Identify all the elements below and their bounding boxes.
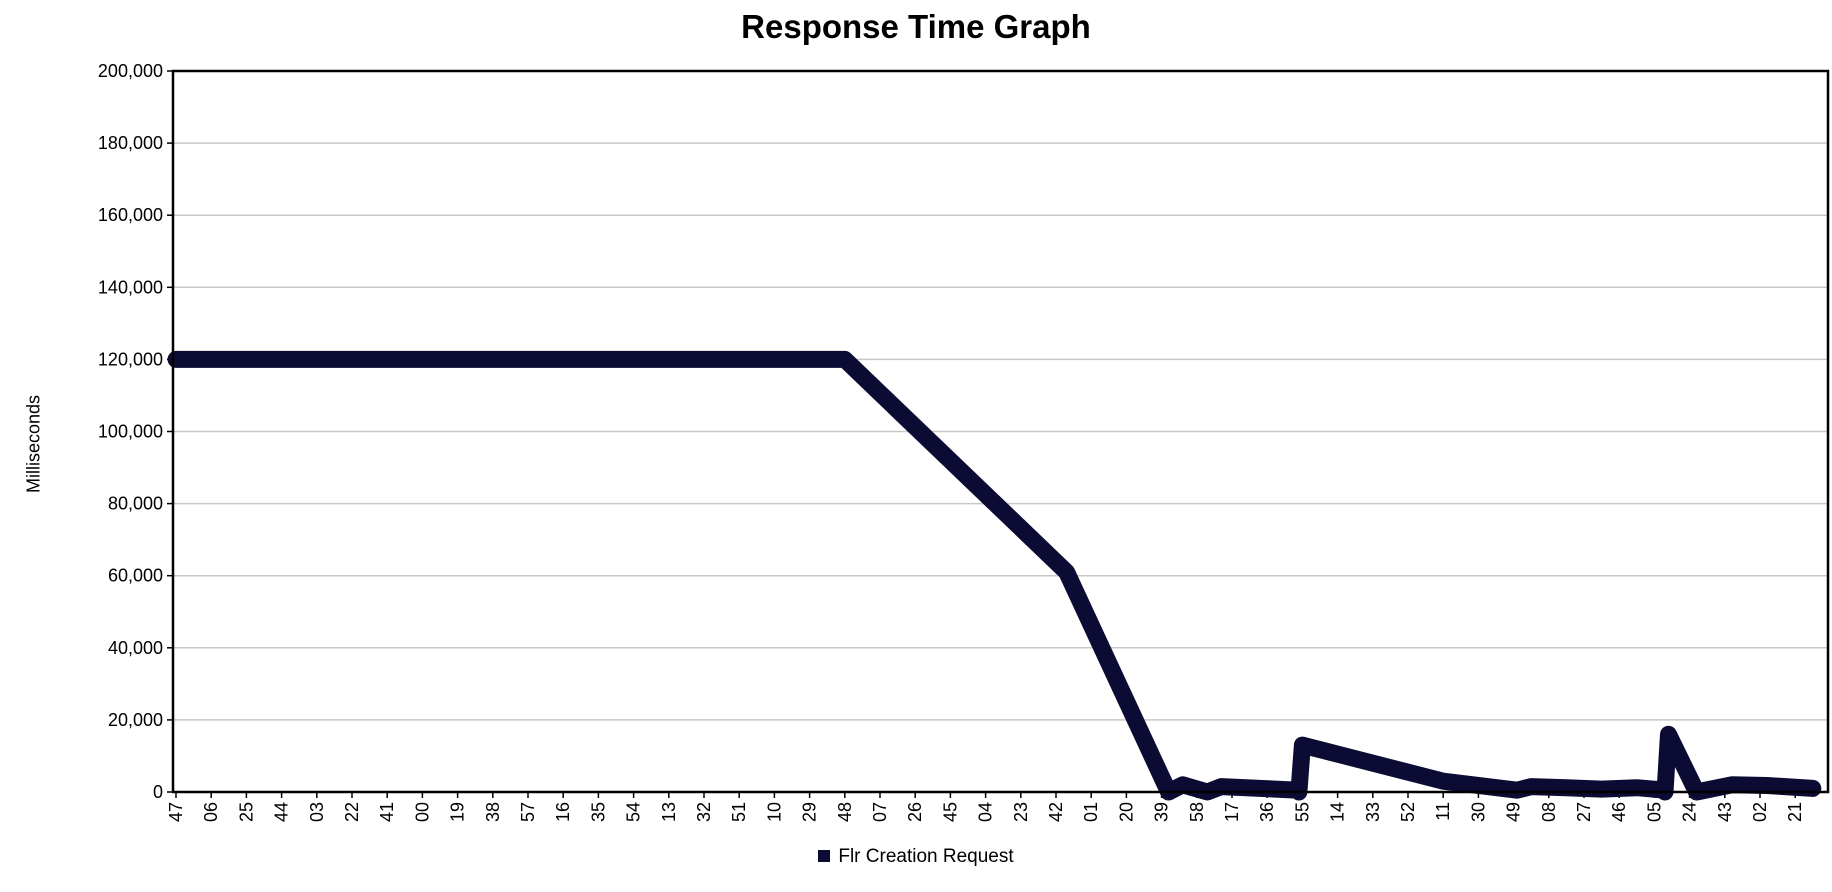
x-tick-label: 22	[342, 802, 362, 822]
x-tick-label: 32	[694, 802, 714, 822]
data-point	[1063, 569, 1070, 576]
y-tick-label: 180,000	[98, 133, 163, 153]
x-tick-label: 47	[166, 802, 186, 822]
y-tick-label: 20,000	[108, 710, 163, 730]
x-tick-label: 07	[870, 802, 890, 822]
data-point	[1299, 742, 1306, 749]
x-tick-label: 21	[1785, 802, 1805, 822]
x-tick-label: 39	[1152, 802, 1172, 822]
x-tick-label: 17	[1222, 802, 1242, 822]
x-tick-label: 05	[1644, 802, 1664, 822]
legend: Flr Creation Request	[0, 846, 1832, 868]
x-tick-label: 08	[1539, 802, 1559, 822]
data-point	[1633, 784, 1640, 791]
x-tick-label: 38	[483, 802, 503, 822]
x-tick-label: 20	[1116, 802, 1136, 822]
x-tick-label: 24	[1680, 802, 1700, 822]
legend-label: Flr Creation Request	[838, 846, 1014, 867]
x-axis-ticks: 47 06 25 44 03 22 41 00 19 38 57 16 35 54 13 32 51 10 29 48…	[166, 792, 1805, 822]
data-point	[1528, 783, 1535, 790]
x-tick-label: 51	[729, 802, 749, 822]
data-point	[1218, 783, 1225, 790]
x-tick-label: 44	[272, 802, 292, 822]
x-tick-label: 13	[659, 802, 679, 822]
x-tick-label: 41	[377, 802, 397, 822]
y-tick-label: 100,000	[98, 422, 163, 442]
x-tick-label: 43	[1715, 802, 1735, 822]
data-point	[1728, 781, 1735, 788]
x-tick-label: 35	[588, 802, 608, 822]
x-tick-label: 49	[1504, 802, 1524, 822]
x-tick-label: 19	[448, 802, 468, 822]
x-tick-label: 55	[1292, 802, 1312, 822]
y-tick-label: 60,000	[108, 566, 163, 586]
x-tick-label: 03	[307, 802, 327, 822]
y-tick-label: 80,000	[108, 494, 163, 514]
x-tick-label: 30	[1468, 802, 1488, 822]
gridlines	[173, 142, 1828, 721]
plot-frame	[171, 69, 1830, 794]
data-point	[1598, 786, 1605, 793]
data-point	[1809, 785, 1816, 792]
x-tick-label: 57	[518, 802, 538, 822]
x-tick-label: 29	[800, 802, 820, 822]
x-tick-label: 33	[1363, 802, 1383, 822]
x-tick-label: 14	[1328, 802, 1348, 822]
x-tick-label: 27	[1574, 802, 1594, 822]
x-tick-label: 36	[1257, 802, 1277, 822]
y-tick-label: 0	[153, 782, 163, 802]
x-tick-label: 48	[835, 802, 855, 822]
x-tick-label: 10	[764, 802, 784, 822]
data-point	[173, 356, 179, 363]
x-tick-label: 52	[1398, 802, 1418, 822]
x-tick-label: 26	[905, 802, 925, 822]
x-tick-label: 23	[1011, 802, 1031, 822]
x-tick-label: 46	[1609, 802, 1629, 822]
x-tick-label: 42	[1046, 802, 1066, 822]
y-tick-label: 140,000	[98, 277, 163, 297]
y-axis-ticks: 0 20,000 40,000 60,000 80,000 100,000 120,000 1…	[98, 61, 173, 802]
data-point	[1440, 778, 1447, 785]
y-tick-label: 160,000	[98, 205, 163, 225]
x-tick-label: 02	[1750, 802, 1770, 822]
x-tick-label: 00	[412, 802, 432, 822]
data-point	[1179, 781, 1186, 788]
legend-swatch	[818, 850, 831, 862]
x-tick-label: 04	[976, 802, 996, 822]
x-tick-label: 58	[1187, 802, 1207, 822]
data-point	[841, 356, 848, 363]
data-point	[1665, 731, 1672, 738]
data-point	[1764, 782, 1770, 789]
data-point	[1563, 784, 1570, 791]
x-tick-label: 11	[1433, 802, 1453, 821]
x-tick-label: 25	[236, 802, 256, 822]
x-tick-label: 16	[553, 802, 573, 822]
y-tick-label: 120,000	[98, 349, 163, 369]
y-tick-label: 200,000	[98, 61, 163, 81]
x-tick-label: 06	[201, 802, 221, 822]
x-tick-label: 01	[1081, 802, 1101, 822]
x-tick-label: 45	[940, 802, 960, 822]
x-tick-label: 54	[624, 802, 644, 822]
chart-title: Response Time Graph	[741, 8, 1091, 45]
y-tick-label: 40,000	[108, 638, 163, 658]
